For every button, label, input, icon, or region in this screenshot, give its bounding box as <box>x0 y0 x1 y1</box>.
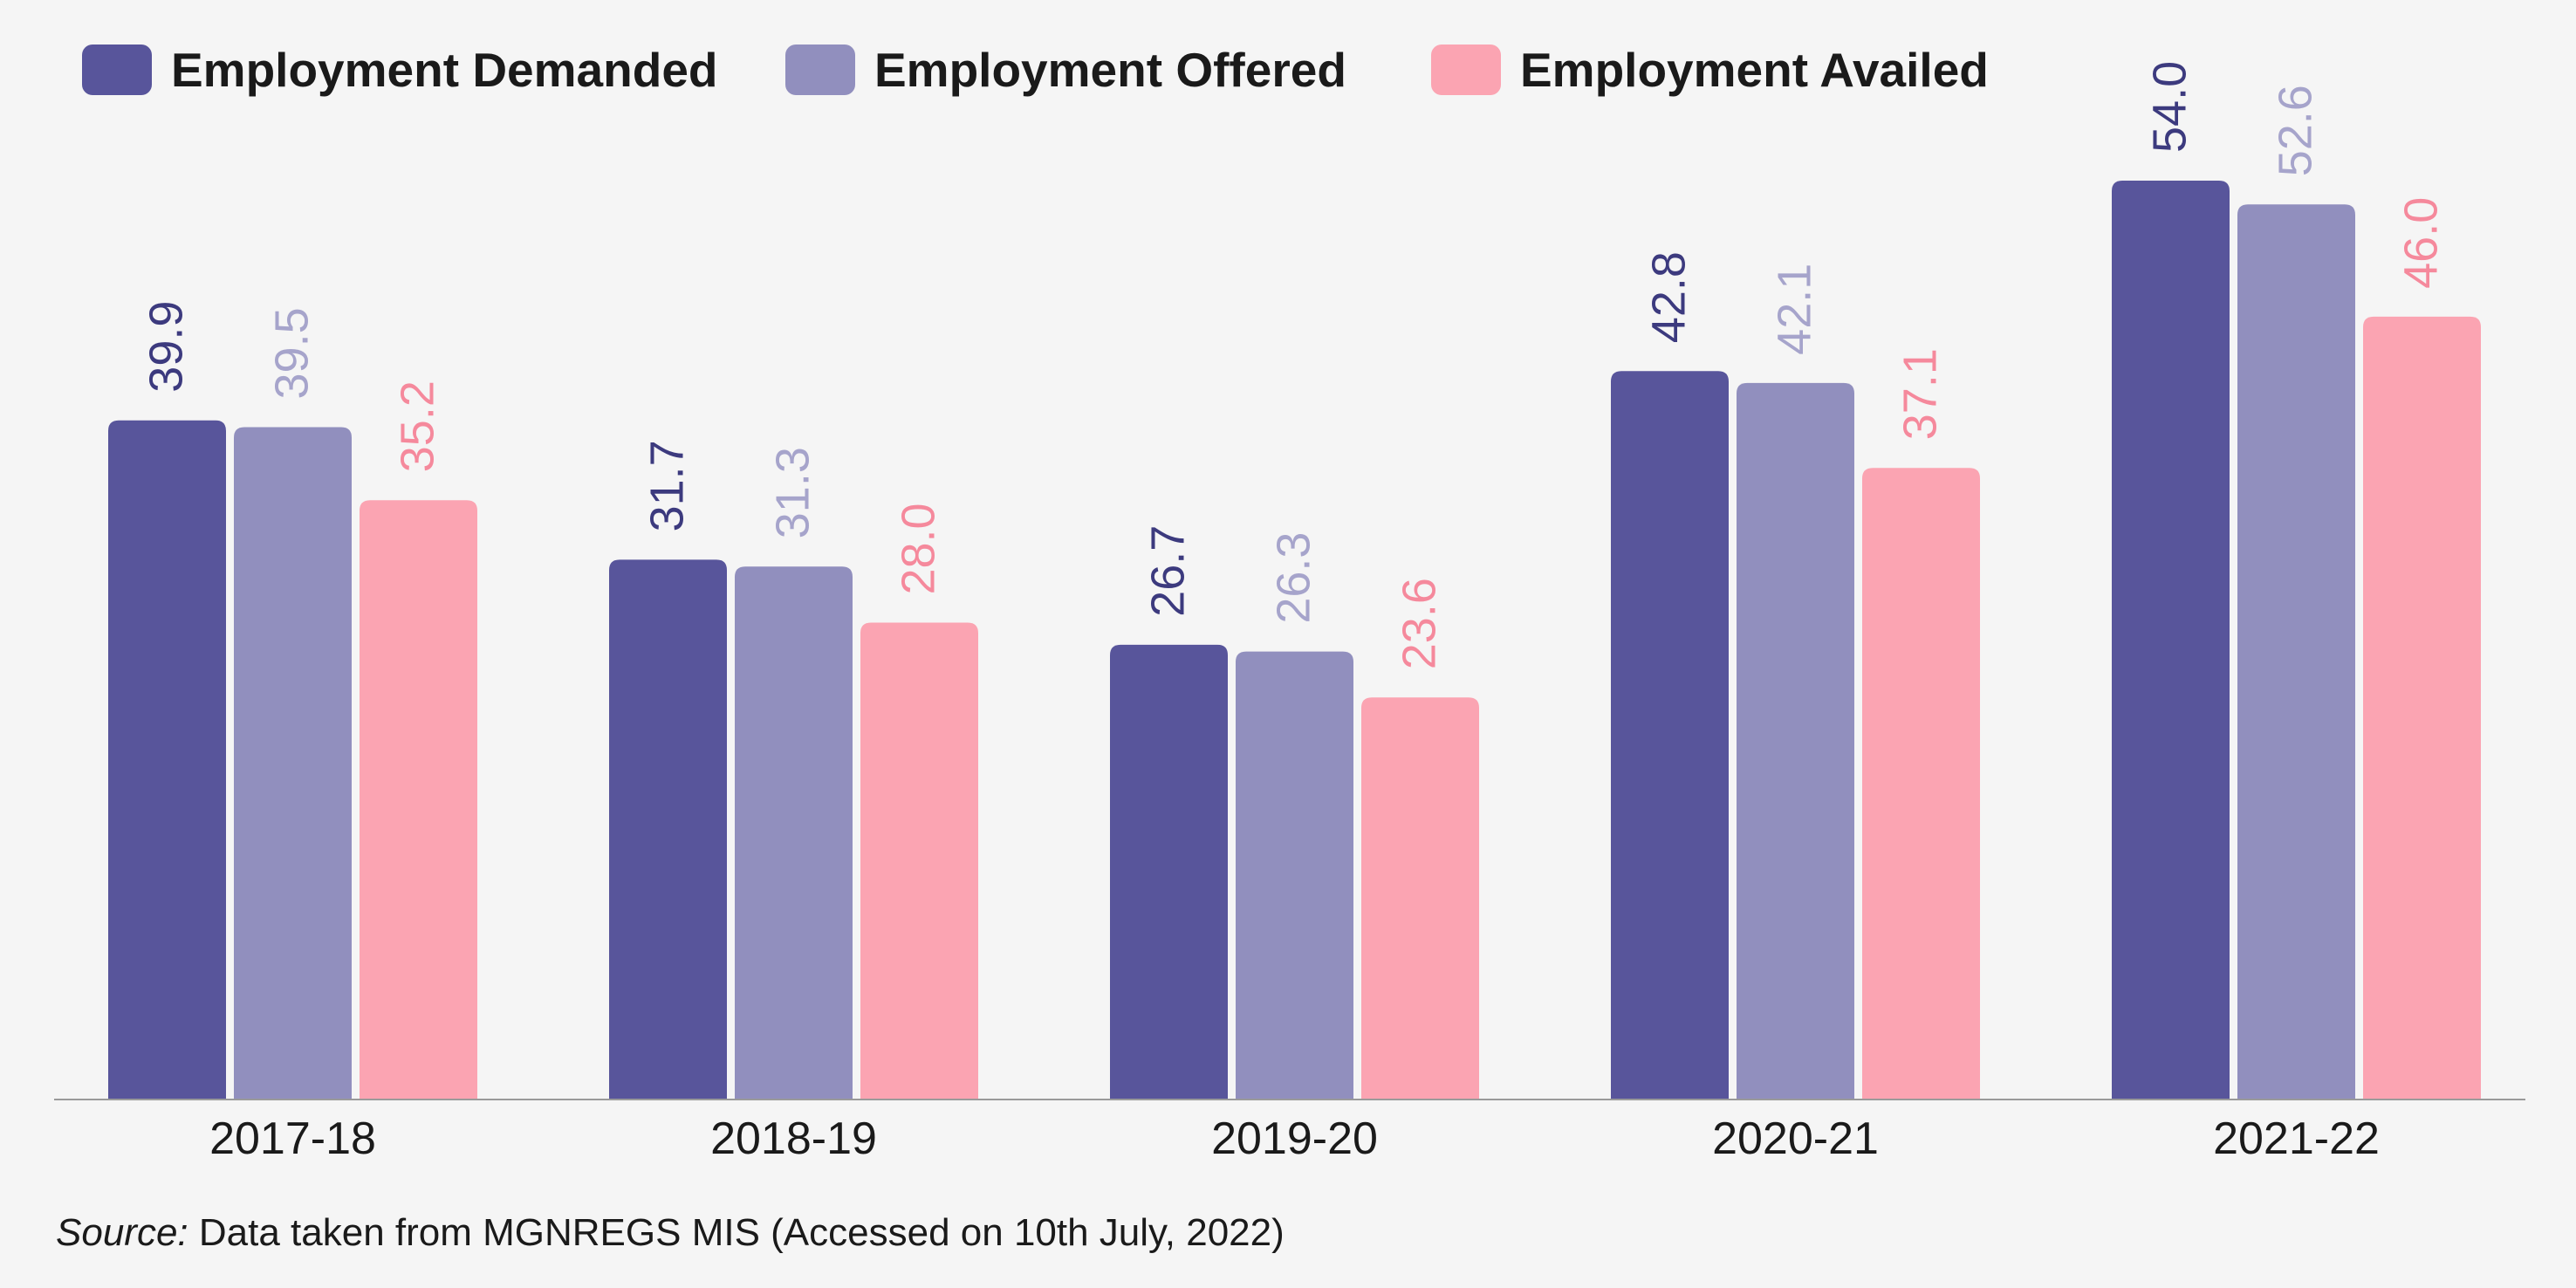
source-text: Data taken from MGNREGS MIS (Accessed on… <box>188 1211 1285 1254</box>
bar-employment-offered-2019-20 <box>1236 651 1353 1099</box>
data-label-employment-availed-2017-18: 35.2 <box>392 380 444 472</box>
bar-employment-offered-2018-19 <box>735 566 853 1099</box>
x-tick-label-2021-22: 2021-22 <box>2213 1113 2380 1164</box>
data-label-employment-availed-2018-19: 28.0 <box>893 503 945 594</box>
legend-swatch-offered <box>785 45 855 95</box>
bar-employment-availed-2020-21 <box>1862 468 1980 1099</box>
legend-item-availed: Employment Availed <box>1431 42 1989 98</box>
legend-label-offered: Employment Offered <box>874 43 1346 97</box>
bar-employment-availed-2021-22 <box>2363 316 2481 1100</box>
data-label-employment-availed-2021-22: 46.0 <box>2395 197 2448 289</box>
legend-swatch-demanded <box>82 45 152 95</box>
x-tick-label-2019-20: 2019-20 <box>1211 1113 1378 1164</box>
data-label-employment-offered-2020-21: 42.1 <box>1769 264 1821 355</box>
data-label-employment-availed-2020-21: 37.1 <box>1894 348 1947 440</box>
x-tick-label-2017-18: 2017-18 <box>209 1113 376 1164</box>
legend-item-demanded: Employment Demanded <box>82 42 718 98</box>
data-label-employment-offered-2017-18: 39.5 <box>266 307 319 399</box>
data-label-employment-offered-2021-22: 52.6 <box>2270 85 2322 176</box>
bar-employment-demanded-2018-19 <box>609 559 727 1099</box>
data-label-employment-demanded-2020-21: 42.8 <box>1643 251 1696 343</box>
data-label-employment-offered-2019-20: 26.3 <box>1268 532 1320 624</box>
x-tick-label-2020-21: 2020-21 <box>1712 1113 1879 1164</box>
source-note: Source: Data taken from MGNREGS MIS (Acc… <box>56 1211 1285 1255</box>
legend-label-availed: Employment Availed <box>1520 43 1989 97</box>
legend-label-demanded: Employment Demanded <box>171 43 718 97</box>
legend-swatch-availed <box>1431 45 1501 95</box>
bar-employment-offered-2021-22 <box>2237 204 2355 1100</box>
bar-employment-demanded-2017-18 <box>108 420 226 1099</box>
bar-employment-availed-2017-18 <box>360 500 477 1099</box>
bar-employment-availed-2018-19 <box>860 622 978 1099</box>
data-label-employment-offered-2018-19: 31.3 <box>767 447 819 538</box>
bar-employment-demanded-2020-21 <box>1611 371 1729 1099</box>
data-label-employment-demanded-2017-18: 39.9 <box>140 301 193 393</box>
data-label-employment-availed-2019-20: 23.6 <box>1394 578 1446 669</box>
bar-employment-offered-2020-21 <box>1737 382 1854 1100</box>
legend-item-offered: Employment Offered <box>785 42 1346 98</box>
bar-employment-availed-2019-20 <box>1361 697 1479 1099</box>
bar-employment-demanded-2019-20 <box>1110 644 1228 1099</box>
source-prefix: Source: <box>56 1211 188 1254</box>
data-label-employment-demanded-2019-20: 26.7 <box>1142 525 1195 617</box>
bar-employment-offered-2017-18 <box>234 427 352 1100</box>
data-label-employment-demanded-2018-19: 31.7 <box>641 440 694 531</box>
x-tick-label-2018-19: 2018-19 <box>710 1113 877 1164</box>
bar-employment-demanded-2021-22 <box>2112 181 2230 1099</box>
data-label-employment-demanded-2021-22: 54.0 <box>2144 61 2196 153</box>
